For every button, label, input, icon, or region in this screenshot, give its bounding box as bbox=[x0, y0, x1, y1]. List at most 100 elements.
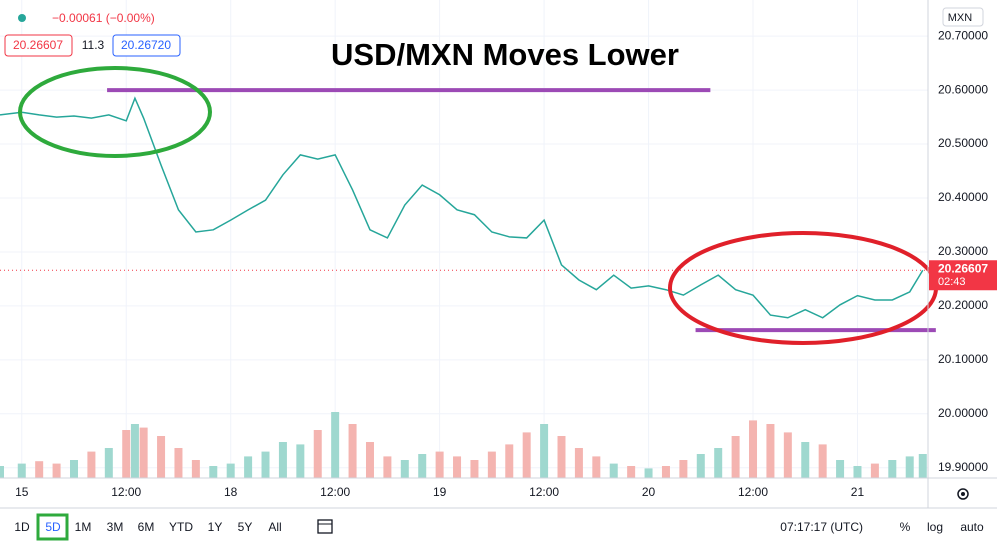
volume-bar bbox=[122, 430, 131, 478]
period-button[interactable]: 6M bbox=[138, 520, 155, 534]
volume-bar bbox=[609, 463, 618, 478]
volume-bar bbox=[365, 442, 374, 478]
x-tick-label: 12:00 bbox=[320, 485, 350, 499]
volume-bar bbox=[679, 460, 688, 478]
y-tick-label: 19.90000 bbox=[938, 460, 988, 474]
date-range-icon[interactable] bbox=[317, 519, 333, 534]
status-dot bbox=[18, 14, 26, 22]
volume-bar bbox=[139, 427, 148, 478]
volume-bar bbox=[209, 466, 218, 478]
range-bar: 1D 5D 1M 3M 6M YTD 1Y 5Y All 07:17:17 (UTC)% log au… bbox=[14, 520, 984, 534]
last-price-label: 20.26607 bbox=[938, 261, 988, 275]
volume-bar bbox=[435, 451, 444, 478]
volume-bar bbox=[487, 451, 496, 478]
volume-bar bbox=[644, 468, 653, 478]
y-tick-label: 20.30000 bbox=[938, 244, 988, 258]
volume-bar bbox=[574, 448, 583, 478]
change: −0.00061 (−0.00%) bbox=[52, 11, 155, 25]
period-button[interactable]: 5D bbox=[45, 520, 61, 534]
clock: 07:17:17 (UTC) bbox=[780, 520, 863, 534]
price-line bbox=[0, 96, 924, 319]
volume-bar bbox=[870, 463, 879, 478]
volume-bar bbox=[661, 466, 670, 478]
volume-bar bbox=[278, 442, 287, 478]
volume-bar bbox=[87, 451, 96, 478]
period-button[interactable]: 5Y bbox=[238, 520, 253, 534]
volume-bar bbox=[888, 460, 897, 478]
volume-bar bbox=[0, 466, 4, 478]
currency: MXN bbox=[948, 12, 973, 24]
volume-bar bbox=[714, 448, 723, 478]
period-button[interactable]: 1M bbox=[75, 520, 92, 534]
price-layer bbox=[0, 88, 936, 333]
active-highlight bbox=[36, 513, 69, 541]
volume-bar bbox=[157, 436, 166, 478]
settings-icon[interactable] bbox=[957, 488, 969, 500]
y-tick-label: 20.10000 bbox=[938, 352, 988, 366]
volume-bar bbox=[557, 436, 566, 478]
volume-bar bbox=[261, 451, 270, 478]
ask-box[interactable] bbox=[112, 34, 181, 57]
volume-bar bbox=[783, 432, 792, 478]
x-tick-label: 15 bbox=[15, 485, 29, 499]
volume-bar bbox=[749, 420, 758, 478]
volume-bar bbox=[818, 444, 827, 478]
y-tick-label: 20.70000 bbox=[938, 28, 988, 42]
volume-bar bbox=[522, 432, 531, 478]
volume-bar bbox=[17, 463, 26, 478]
x-tick-label: 12:00 bbox=[111, 485, 141, 499]
volume-bar bbox=[191, 460, 200, 478]
volume-bar bbox=[470, 460, 479, 478]
volume-bar bbox=[313, 430, 322, 478]
scale-option[interactable]: auto bbox=[960, 520, 984, 534]
period-button[interactable]: 1D bbox=[14, 520, 30, 534]
x-tick-label: 21 bbox=[851, 485, 865, 499]
volume-bar bbox=[505, 444, 514, 478]
volume-bar bbox=[383, 456, 392, 478]
scale-option[interactable]: % bbox=[900, 520, 911, 534]
x-tick-label: 19 bbox=[433, 485, 447, 499]
volume-bar bbox=[918, 454, 927, 478]
volume-layer bbox=[0, 412, 927, 478]
ask: 20.26720 bbox=[121, 38, 171, 52]
highlight-ellipse bbox=[18, 66, 212, 158]
period-button[interactable]: All bbox=[268, 520, 281, 534]
volume-bar bbox=[400, 460, 409, 478]
volume-bar bbox=[766, 424, 775, 478]
volume-bar bbox=[104, 448, 113, 478]
volume-bar bbox=[905, 456, 914, 478]
spread: 11.3 bbox=[82, 38, 105, 52]
volume-bar bbox=[296, 444, 305, 478]
period-button[interactable]: YTD bbox=[169, 520, 193, 534]
period-button[interactable]: 3M bbox=[107, 520, 124, 534]
volume-bar bbox=[244, 456, 253, 478]
scale-option[interactable]: log bbox=[927, 520, 943, 534]
bid: 20.26607 bbox=[13, 38, 63, 52]
volume-bar bbox=[627, 466, 636, 478]
x-tick-label: 20 bbox=[642, 485, 656, 499]
volume-bar bbox=[592, 456, 601, 478]
volume-bar bbox=[418, 454, 427, 478]
currency-box[interactable] bbox=[942, 7, 984, 27]
x-tick-label: 12:00 bbox=[738, 485, 768, 499]
volume-bar bbox=[69, 460, 78, 478]
volume-bar bbox=[52, 463, 61, 478]
y-tick-label: 20.40000 bbox=[938, 190, 988, 204]
volume-bar bbox=[174, 448, 183, 478]
x-tick-label: 18 bbox=[224, 485, 238, 499]
volume-bar bbox=[731, 436, 740, 478]
volume-bar bbox=[348, 424, 357, 478]
y-tick-label: 20.00000 bbox=[938, 406, 988, 420]
volume-bar bbox=[35, 461, 44, 478]
volume-bar bbox=[453, 456, 462, 478]
period-button[interactable]: 1Y bbox=[208, 520, 223, 534]
y-tick-label: 20.50000 bbox=[938, 136, 988, 150]
volume-bar bbox=[696, 454, 705, 478]
bid-box[interactable] bbox=[4, 34, 73, 57]
last-price-tag bbox=[929, 260, 997, 291]
x-tick-label: 12:00 bbox=[529, 485, 559, 499]
chart-title: USD/MXN Moves Lower bbox=[331, 37, 679, 72]
volume-bar bbox=[540, 424, 549, 478]
